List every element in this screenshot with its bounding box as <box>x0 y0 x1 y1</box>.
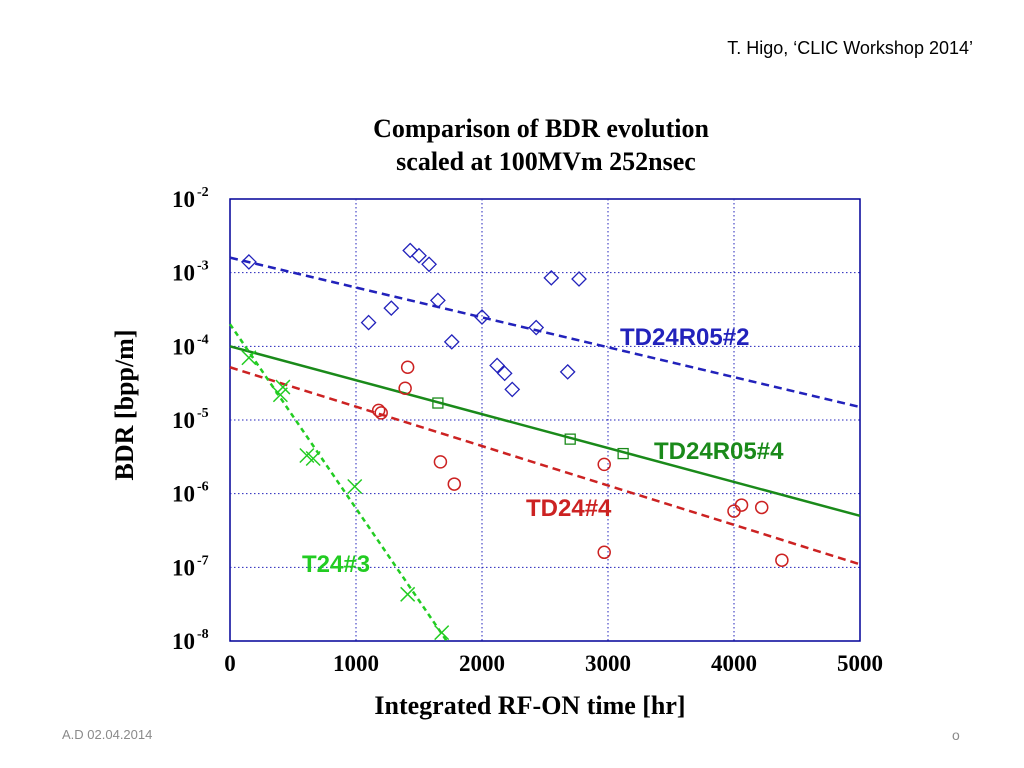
data-point-s2 <box>433 455 448 469</box>
y-tick-label: 10 <box>172 408 195 433</box>
data-point-s3 <box>400 586 416 602</box>
x-tick-label: 3000 <box>585 651 631 676</box>
data-point-s0 <box>528 319 545 336</box>
series-label-td24r05-4: TD24R05#4 <box>654 438 784 465</box>
data-point-s2 <box>597 545 611 560</box>
fit-lines <box>228 256 861 642</box>
data-markers <box>240 242 789 641</box>
data-point-s3 <box>305 450 321 467</box>
y-tick-exponent: -6 <box>197 480 209 495</box>
data-point-s0 <box>421 256 437 273</box>
data-point-s0 <box>383 300 400 317</box>
x-tick-label: 4000 <box>711 651 757 676</box>
y-tick-exponent: -5 <box>197 406 209 421</box>
data-point-s2 <box>447 477 462 491</box>
y-tick-exponent: -3 <box>197 259 209 274</box>
grid-lines <box>230 199 860 641</box>
data-point-s0 <box>360 314 377 331</box>
y-tick-label: 10 <box>172 187 195 212</box>
x-tick-labels: 0 1000 2000 3000 4000 5000 <box>224 651 883 676</box>
data-point-s3 <box>347 478 363 495</box>
data-point-s3 <box>241 350 257 366</box>
data-point-s0 <box>443 333 460 350</box>
series-label-td24r05-2: TD24R05#2 <box>620 324 749 351</box>
x-axis-label: Integrated RF-ON time [hr] <box>374 691 685 720</box>
data-point-s0 <box>411 247 427 264</box>
data-point-s0 <box>429 292 446 309</box>
data-point-s2 <box>374 406 388 420</box>
fit-line-3 <box>228 323 448 642</box>
data-point-s0 <box>504 381 521 398</box>
y-tick-exponent: -7 <box>197 553 209 568</box>
data-point-s1 <box>617 447 629 460</box>
chart-title-line-2: scaled at 100MVm 252nsec <box>396 147 696 176</box>
fit-line-2 <box>229 366 861 566</box>
x-tick-label: 5000 <box>837 651 883 676</box>
data-point-s2 <box>400 360 415 375</box>
data-point-s0 <box>496 365 513 382</box>
series-label-t24-3: T24#3 <box>302 551 370 578</box>
data-point-s0 <box>240 253 257 270</box>
y-tick-label: 10 <box>172 334 195 359</box>
data-point-s2 <box>597 457 611 472</box>
data-point-s2 <box>754 500 769 515</box>
data-point-s2 <box>775 553 789 567</box>
footer-date: A.D 02.04.2014 <box>62 727 153 742</box>
y-axis-label: BDR [bpp/m] <box>110 330 139 481</box>
data-point-s1 <box>432 397 444 409</box>
x-tick-label: 0 <box>224 651 236 676</box>
y-tick-exponent: -8 <box>197 627 209 642</box>
y-tick-exponent: -4 <box>197 332 209 347</box>
y-tick-label: 10 <box>172 629 195 654</box>
data-point-s0 <box>474 309 490 325</box>
data-point-s2 <box>734 498 749 512</box>
data-point-s2 <box>398 381 412 395</box>
y-tick-label: 10 <box>172 482 195 507</box>
x-tick-label: 1000 <box>333 651 379 676</box>
data-point-s0 <box>543 269 560 286</box>
slide-credit: T. Higo, ‘CLIC Workshop 2014’ <box>727 38 973 58</box>
fit-line-1 <box>229 345 861 518</box>
fit-line-0 <box>229 256 861 409</box>
data-point-s0 <box>489 357 506 374</box>
data-point-s3 <box>434 625 450 641</box>
data-point-s2 <box>371 403 386 418</box>
y-tick-labels: 10-210-310-410-510-610-710-8 <box>172 185 209 654</box>
data-point-s0 <box>559 363 576 380</box>
data-point-s0 <box>402 242 419 259</box>
data-point-s1 <box>564 433 576 445</box>
series-label-td24-4: TD24#4 <box>526 495 612 522</box>
y-tick-exponent: -2 <box>197 185 209 200</box>
data-point-s3 <box>275 379 291 395</box>
data-point-s0 <box>571 271 587 287</box>
x-tick-label: 2000 <box>459 651 505 676</box>
y-tick-label: 10 <box>172 261 195 286</box>
chart-title-line-1: Comparison of BDR evolution <box>373 114 709 143</box>
y-tick-label: 10 <box>172 555 195 580</box>
footer-page-number: o <box>952 727 960 743</box>
